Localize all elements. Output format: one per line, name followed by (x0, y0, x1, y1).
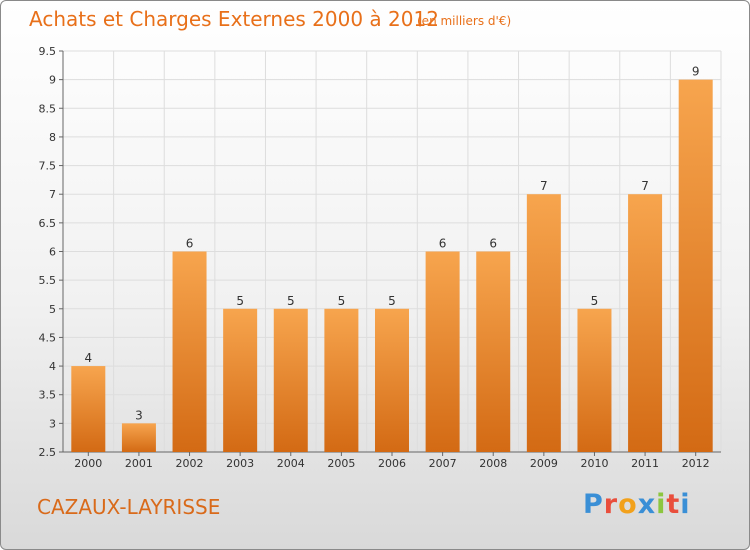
value-label: 5 (236, 294, 244, 308)
y-tick-label: 4.5 (39, 331, 57, 344)
value-label: 5 (287, 294, 295, 308)
y-tick-label: 7.5 (39, 160, 57, 173)
bar (375, 308, 409, 452)
labels: 2.5 3 3.5 4 4.5 5 5.5 6 6.5 7 7.5 8 8.5 9 9.5 4 2000 3 200… (39, 45, 710, 470)
value-label: 6 (439, 237, 447, 251)
value-label: 5 (591, 294, 599, 308)
value-label: 5 (338, 294, 346, 308)
logo-letter: i (680, 489, 691, 520)
bar (121, 423, 156, 452)
x-tick-label: 2000 (74, 457, 102, 470)
logo-letter: i (656, 489, 667, 520)
y-tick-label: 2.5 (39, 446, 57, 459)
x-tick-label: 2004 (277, 457, 305, 470)
y-tick-label: 8 (49, 131, 56, 144)
bar (476, 251, 511, 452)
y-tick-label: 3.5 (39, 389, 57, 402)
y-tick-label: 6 (49, 246, 56, 259)
x-tick-label: 2002 (176, 457, 204, 470)
x-tick-label: 2003 (226, 457, 254, 470)
x-tick-label: 2005 (327, 457, 355, 470)
bar (172, 251, 207, 452)
x-tick-label: 2011 (631, 457, 659, 470)
proxiti-logo: Proxiti (583, 489, 691, 520)
y-tick-label: 7 (49, 188, 56, 201)
logo-letter: o (618, 489, 638, 520)
bar (273, 308, 308, 452)
y-tick-label: 9.5 (39, 45, 57, 58)
value-label: 4 (84, 351, 92, 365)
bars (71, 79, 713, 453)
x-tick-label: 2006 (378, 457, 406, 470)
value-label: 7 (641, 179, 649, 193)
chart-unit: (en milliers d'€) (417, 14, 512, 28)
y-tick-label: 5.5 (39, 274, 57, 287)
y-tick-label: 6.5 (39, 217, 57, 230)
x-tick-label: 2010 (580, 457, 608, 470)
value-label: 9 (692, 65, 700, 79)
logo-letter: t (666, 489, 681, 520)
bar (678, 79, 713, 453)
y-tick-label: 3 (49, 417, 56, 430)
value-label: 5 (388, 294, 396, 308)
x-tick-label: 2008 (479, 457, 507, 470)
value-label: 7 (540, 179, 548, 193)
commune-name: CAZAUX-LAYRISSE (37, 495, 221, 519)
x-tick-label: 2012 (682, 457, 710, 470)
y-tick-label: 9 (49, 74, 56, 87)
bar (425, 251, 460, 452)
logo-letter: P (583, 489, 604, 520)
y-tick-label: 5 (49, 303, 56, 316)
value-label: 3 (135, 408, 143, 422)
x-tick-label: 2001 (125, 457, 153, 470)
y-tick-label: 8.5 (39, 102, 57, 115)
value-label: 6 (186, 237, 194, 251)
value-label: 6 (489, 237, 497, 251)
bar (628, 194, 663, 452)
bar (577, 308, 612, 452)
bar (71, 366, 106, 452)
chart-title: Achats et Charges Externes 2000 à 2012 (29, 7, 439, 31)
x-tick-label: 2007 (429, 457, 457, 470)
logo-letter: x (637, 489, 657, 520)
logo-letter: r (603, 489, 619, 520)
bar (526, 194, 561, 452)
y-tick-label: 4 (49, 360, 56, 373)
bar (223, 308, 258, 452)
bar (324, 308, 359, 452)
x-tick-label: 2009 (530, 457, 558, 470)
